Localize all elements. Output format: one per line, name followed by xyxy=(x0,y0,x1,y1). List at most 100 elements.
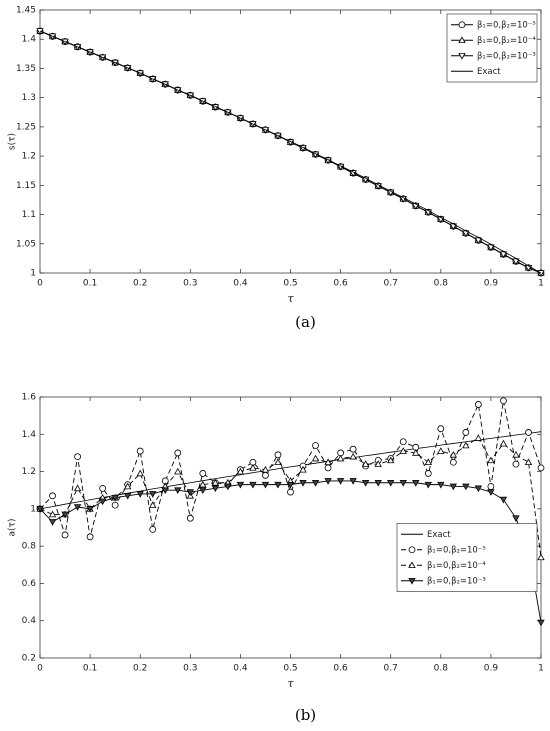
marker xyxy=(224,483,232,491)
marker xyxy=(249,464,257,471)
y-tick-label: 1.15 xyxy=(16,181,36,191)
marker xyxy=(361,479,370,487)
marker xyxy=(111,501,119,509)
marker xyxy=(236,467,245,475)
marker xyxy=(73,484,82,492)
marker xyxy=(61,531,69,539)
legend: Exact β₁=0,β₂=10⁻⁵ β₁=0,β₂=10⁻⁴ β₁=0,β₂=10⁻… xyxy=(396,523,538,592)
series-line xyxy=(39,431,542,510)
marker xyxy=(174,449,182,457)
marker xyxy=(437,481,445,489)
caption: (a) xyxy=(295,313,316,331)
x-tick-label: 1 xyxy=(538,664,544,674)
x-tick-label: 0.9 xyxy=(484,279,499,289)
x-tick-label: 0.8 xyxy=(434,279,449,289)
marker xyxy=(199,480,207,488)
marker xyxy=(123,482,132,490)
x-tick-label: 0.2 xyxy=(133,664,147,674)
y-tick-label: 1.25 xyxy=(16,122,36,132)
x-tick-label: 0.7 xyxy=(384,279,398,289)
series-line xyxy=(39,400,542,537)
marker xyxy=(474,485,483,493)
marker xyxy=(374,460,382,467)
marker xyxy=(211,478,220,486)
legend-label: β₁=0,β₂=10⁻⁵ xyxy=(427,545,486,555)
marker xyxy=(537,553,545,561)
x-tick-label: 0.7 xyxy=(384,664,398,674)
marker xyxy=(458,52,466,60)
marker xyxy=(437,447,445,454)
marker xyxy=(537,464,545,472)
marker xyxy=(399,195,407,203)
legend-label: Exact xyxy=(427,530,451,540)
legend-label: β₁=0,β₂=10⁻⁴ xyxy=(427,561,486,571)
marker xyxy=(525,429,532,436)
marker xyxy=(387,189,395,197)
x-tick-label: 0.2 xyxy=(133,279,147,289)
marker xyxy=(499,251,508,259)
marker xyxy=(324,478,332,485)
marker xyxy=(462,441,470,449)
chart: 0 0.1 0.2 0.3 0.4 0.5 0.6 0.7 0.8 0.9 1 0.2 0.4 0.6 0.… xyxy=(8,393,545,724)
x-tick-label: 0.4 xyxy=(233,279,248,289)
marker xyxy=(74,453,81,461)
legend-label: β₁=0,β₂=10⁻⁴ xyxy=(477,36,536,46)
y-tick-label: 1 xyxy=(30,269,36,279)
y-tick-label: 1.05 xyxy=(16,239,36,249)
marker xyxy=(424,481,432,489)
marker xyxy=(512,450,520,458)
marker xyxy=(462,483,470,491)
marker xyxy=(249,481,257,489)
marker xyxy=(48,510,57,518)
marker xyxy=(287,488,294,496)
marker xyxy=(387,456,395,464)
marker xyxy=(458,36,466,44)
x-tick-label: 0.5 xyxy=(283,279,297,289)
marker xyxy=(48,519,57,526)
x-tick-label: 0.1 xyxy=(83,664,97,674)
marker xyxy=(174,487,182,495)
marker xyxy=(349,170,357,177)
marker xyxy=(349,445,357,453)
marker xyxy=(149,525,157,533)
x-tick-label: 0.1 xyxy=(83,279,97,289)
chart: 0 0.1 0.2 0.3 0.4 0.5 0.6 0.7 0.8 0.9 1 1 1.05 1.1 1.1… xyxy=(8,6,545,331)
x-tick-label: 0.6 xyxy=(333,664,348,674)
marker xyxy=(199,470,207,477)
marker xyxy=(274,451,282,459)
x-axis-label: τ xyxy=(287,292,294,305)
marker xyxy=(186,514,194,522)
marker xyxy=(458,21,466,29)
x-tick-label: 0.8 xyxy=(434,664,449,674)
marker xyxy=(73,504,82,511)
marker xyxy=(286,481,295,489)
marker xyxy=(361,460,370,467)
marker xyxy=(512,258,520,266)
marker xyxy=(123,493,132,500)
marker xyxy=(349,478,357,485)
legend-label: β₁=0,β₂=10⁻³ xyxy=(427,576,486,586)
y-tick-label: 1.2 xyxy=(22,467,36,477)
x-tick-label: 0 xyxy=(37,664,43,674)
marker xyxy=(299,479,307,487)
legend-label: β₁=0,β₂=10⁻⁵ xyxy=(477,20,536,30)
marker xyxy=(412,449,420,456)
marker xyxy=(408,546,416,554)
marker xyxy=(499,439,508,447)
marker xyxy=(474,434,483,441)
legend-label: β₁=0,β₂=10⁻³ xyxy=(477,51,536,61)
y-tick-label: 1.45 xyxy=(16,6,36,16)
series-line xyxy=(39,30,542,274)
marker xyxy=(462,429,470,436)
marker xyxy=(361,176,370,184)
marker xyxy=(374,183,382,190)
marker xyxy=(512,515,520,523)
marker xyxy=(474,401,482,408)
marker xyxy=(186,489,194,496)
y-tick-label: 1.6 xyxy=(22,393,37,403)
marker xyxy=(524,458,533,466)
marker xyxy=(274,481,282,489)
marker xyxy=(412,479,420,487)
y-tick-label: 1.4 xyxy=(22,430,37,440)
marker xyxy=(236,481,245,489)
